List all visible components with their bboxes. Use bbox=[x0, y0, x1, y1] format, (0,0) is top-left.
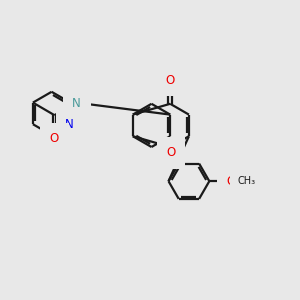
Text: N: N bbox=[72, 97, 81, 110]
Text: O: O bbox=[166, 74, 175, 87]
Text: N: N bbox=[65, 118, 74, 131]
Text: O: O bbox=[226, 175, 236, 188]
Text: CH₃: CH₃ bbox=[238, 176, 256, 186]
Text: O: O bbox=[50, 132, 59, 145]
Text: O: O bbox=[166, 146, 176, 160]
Text: H: H bbox=[73, 92, 81, 102]
